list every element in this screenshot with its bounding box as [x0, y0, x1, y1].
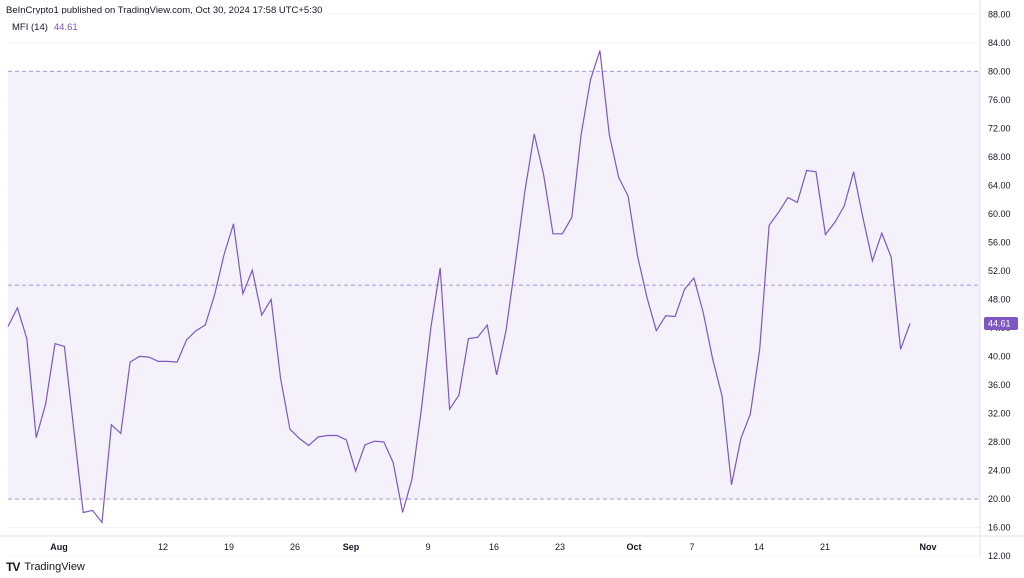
indicator-name: MFI (14) — [12, 22, 48, 33]
y-tick-label: 60.00 — [988, 209, 1011, 219]
x-tick-label: 23 — [555, 542, 565, 552]
x-tick-label: Oct — [626, 542, 641, 552]
y-tick-label: 56.00 — [988, 237, 1011, 247]
mfi-series-line — [7, 50, 911, 525]
x-tick-label: 7 — [689, 542, 694, 552]
indicator-value: 44.61 — [53, 22, 78, 33]
y-tick-label: 68.00 — [988, 152, 1011, 162]
x-tick-label: 12 — [158, 542, 168, 552]
y-tick-label: 40.00 — [988, 351, 1011, 361]
last-value-label: 44.61 — [988, 319, 1011, 329]
y-tick-label: 36.00 — [988, 380, 1011, 390]
y-tick-label: 76.00 — [988, 95, 1011, 105]
x-tick-label: Aug — [50, 542, 68, 552]
x-tick-label: 14 — [754, 542, 764, 552]
tradingview-logo-icon: TV — [6, 560, 20, 574]
x-tick-label: 16 — [489, 542, 499, 552]
y-tick-label: 52.00 — [988, 266, 1011, 276]
x-tick-label: 21 — [820, 542, 830, 552]
y-tick-label: 24.00 — [988, 465, 1011, 475]
y-tick-label: 48.00 — [988, 294, 1011, 304]
x-tick-label: 26 — [290, 542, 300, 552]
y-tick-label: 88.00 — [988, 9, 1011, 19]
y-tick-label: 84.00 — [988, 38, 1011, 48]
x-tick-label: 19 — [224, 542, 234, 552]
y-tick-label: 72.00 — [988, 123, 1011, 133]
x-tick-label: Sep — [343, 542, 360, 552]
y-tick-label: 20.00 — [988, 494, 1011, 504]
y-tick-label: 12.00 — [988, 551, 1011, 561]
tradingview-footer[interactable]: TV TradingView — [6, 560, 85, 574]
indicator-legend: MFI (14) 44.61 — [12, 22, 78, 33]
y-tick-label: 32.00 — [988, 408, 1011, 418]
y-tick-label: 28.00 — [988, 437, 1011, 447]
x-tick-label: 9 — [425, 542, 430, 552]
tradingview-brand: TradingView — [24, 561, 85, 573]
publish-info: BeInCrypto1 published on TradingView.com… — [6, 5, 323, 16]
last-value-badge: 44.61 — [984, 317, 1018, 331]
y-tick-label: 80.00 — [988, 66, 1011, 76]
x-tick-label: Nov — [919, 542, 936, 552]
y-tick-label: 64.00 — [988, 180, 1011, 190]
y-tick-label: 16.00 — [988, 522, 1011, 532]
